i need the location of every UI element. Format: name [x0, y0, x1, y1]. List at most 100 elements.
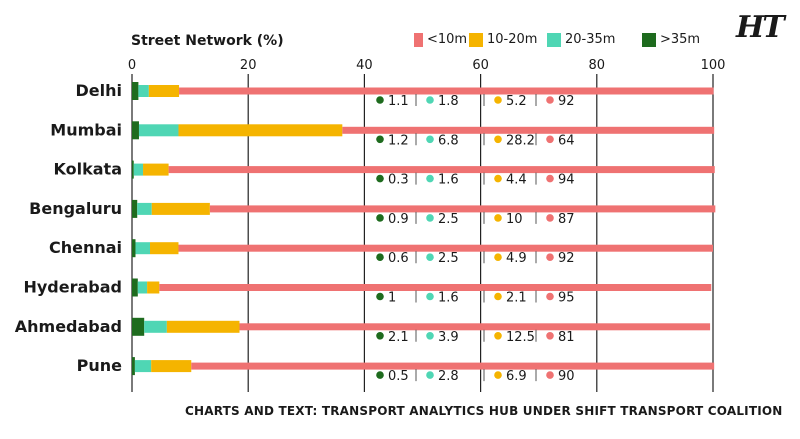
legend-label-10-20: 10-20m: [487, 32, 538, 47]
bar-chennai-lt10: [178, 244, 714, 252]
value-label-bengaluru-b10_20: 10: [506, 212, 523, 227]
value-dot-kolkata-gt35: [376, 174, 384, 183]
value-dot-delhi-lt10: [546, 96, 554, 104]
value-label-bengaluru-b20_35: 2.5: [438, 212, 459, 227]
value-dot-pune-b20_35: [426, 371, 434, 379]
x-tick-label-0: 0: [128, 58, 136, 73]
value-label-pune-lt10: 90: [558, 369, 575, 384]
value-label-ahmedabad-gt35: 2.1: [388, 330, 409, 345]
value-label-kolkata-b10_20: 4.4: [506, 173, 527, 188]
value-dot-ahmedabad-b20_35: [426, 332, 434, 340]
value-dot-mumbai-b10_20: [494, 135, 502, 144]
bar-delhi-b10_20: [148, 85, 180, 97]
value-dot-mumbai-lt10: [546, 135, 554, 144]
bar-pune-lt10: [191, 362, 715, 370]
bar-bengaluru-b10_20: [151, 202, 210, 215]
category-label-hyderabad: Hyderabad: [23, 278, 122, 297]
value-label-chennai-gt35: 0.6: [388, 251, 409, 266]
category-label-chennai: Chennai: [49, 238, 122, 257]
legend-swatch-10-20: [469, 32, 483, 47]
value-dot-delhi-gt35: [376, 96, 384, 104]
value-label-bengaluru-lt10: 87: [558, 212, 575, 227]
bar-ahmedabad-b20_35: [144, 320, 167, 333]
value-label-kolkata-lt10: 94: [558, 173, 575, 188]
bar-mumbai-gt35: [132, 121, 139, 140]
x-tick-label-40: 40: [356, 58, 373, 73]
value-label-delhi-lt10: 92: [558, 94, 575, 109]
bar-kolkata-b10_20: [143, 163, 169, 176]
legend-label-lt10: <10m: [427, 32, 468, 47]
value-dot-kolkata-b10_20: [494, 174, 502, 183]
value-label-chennai-b10_20: 4.9: [506, 251, 527, 266]
legend-swatch-gt35: [642, 32, 656, 47]
value-label-ahmedabad-lt10: 81: [558, 330, 575, 345]
value-label-delhi-b10_20: 5.2: [506, 94, 527, 109]
bar-hyderabad-b10_20: [147, 281, 160, 294]
legend-swatch-lt10: [414, 32, 423, 47]
value-dot-mumbai-gt35: [376, 135, 384, 144]
value-label-chennai-b20_35: 2.5: [438, 251, 459, 266]
chart-title: Street Network (%): [131, 33, 284, 49]
bar-chennai-b20_35: [135, 242, 151, 255]
bar-mumbai-lt10: [342, 126, 715, 134]
bar-mumbai-b10_20: [178, 124, 343, 137]
legend-item-lt10: <10m: [414, 32, 467, 47]
legend-label-20-35: 20-35m: [565, 32, 616, 47]
value-label-ahmedabad-b20_35: 3.9: [438, 330, 459, 345]
value-label-bengaluru-gt35: 0.9: [388, 212, 409, 227]
x-tick-label-20: 20: [240, 58, 257, 73]
credit-line: CHARTS AND TEXT: TRANSPORT ANALYTICS HUB…: [185, 404, 783, 418]
value-label-ahmedabad-b10_20: 12.5: [506, 330, 535, 345]
bar-kolkata-lt10: [168, 166, 715, 174]
bar-bengaluru-gt35: [132, 199, 138, 218]
value-dot-hyderabad-b20_35: [426, 292, 434, 301]
value-dot-chennai-b10_20: [494, 253, 502, 261]
legend-swatch-20-35: [547, 32, 561, 47]
category-label-kolkata: Kolkata: [54, 160, 122, 179]
bar-chennai-gt35: [132, 239, 136, 258]
value-dot-chennai-gt35: [376, 253, 384, 261]
value-dot-hyderabad-lt10: [546, 292, 554, 301]
bar-mumbai-b20_35: [138, 124, 179, 137]
bar-ahmedabad-gt35: [132, 317, 145, 336]
value-label-kolkata-b20_35: 1.6: [438, 173, 459, 188]
bar-pune-gt35: [132, 357, 135, 376]
value-dot-ahmedabad-b10_20: [494, 332, 502, 340]
bar-hyderabad-lt10: [159, 284, 712, 291]
value-dot-ahmedabad-lt10: [546, 332, 554, 340]
value-label-hyderabad-b20_35: 1.6: [438, 291, 459, 306]
value-dot-hyderabad-gt35: [376, 292, 384, 301]
category-label-delhi: Delhi: [76, 81, 123, 100]
value-dot-chennai-lt10: [546, 253, 554, 261]
x-tick-label-80: 80: [589, 58, 606, 73]
bar-ahmedabad-b10_20: [166, 320, 240, 333]
bar-delhi-lt10: [179, 87, 714, 95]
value-dot-delhi-b10_20: [494, 96, 502, 104]
value-label-delhi-b20_35: 1.8: [438, 94, 459, 109]
legend-item-gt35: >35m: [642, 32, 700, 47]
value-label-mumbai-b10_20: 28.2: [506, 133, 535, 148]
value-dot-pune-lt10: [546, 371, 554, 379]
category-label-ahmedabad: Ahmedabad: [15, 317, 122, 336]
value-dot-kolkata-lt10: [546, 174, 554, 183]
bar-hyderabad-gt35: [132, 278, 138, 297]
value-dot-bengaluru-gt35: [376, 214, 384, 222]
legend-label-gt35: >35m: [660, 32, 701, 47]
legend-item-20-35: 20-35m: [547, 32, 615, 47]
value-label-hyderabad-lt10: 95: [558, 291, 575, 306]
value-dot-pune-gt35: [376, 371, 384, 379]
bar-chennai-b10_20: [150, 242, 179, 255]
value-label-kolkata-gt35: 0.3: [388, 173, 409, 188]
category-label-bengaluru: Bengaluru: [29, 199, 122, 218]
bar-kolkata-gt35: [132, 160, 134, 179]
brand-logo: HT: [736, 10, 785, 45]
value-dot-chennai-b20_35: [426, 253, 434, 261]
bar-delhi-gt35: [132, 82, 139, 100]
value-dot-bengaluru-lt10: [546, 214, 554, 222]
value-label-chennai-lt10: 92: [558, 251, 575, 266]
value-label-delhi-gt35: 1.1: [388, 94, 409, 109]
category-label-mumbai: Mumbai: [50, 120, 122, 139]
value-label-hyderabad-b10_20: 2.1: [506, 291, 527, 306]
bar-ahmedabad-lt10: [239, 323, 711, 331]
